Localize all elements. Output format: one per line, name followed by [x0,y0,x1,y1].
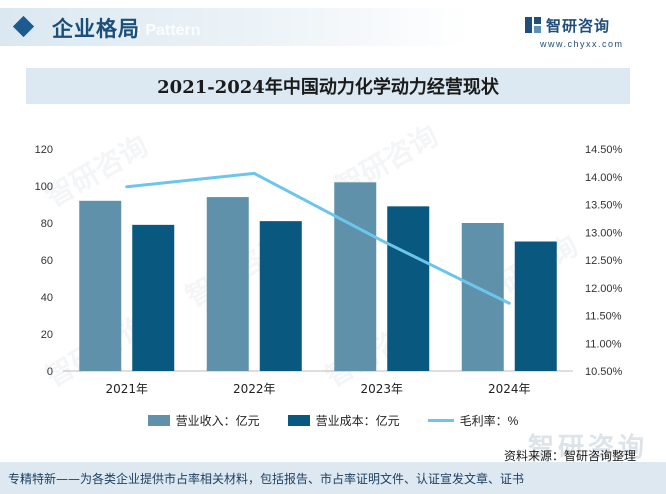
footer-bar: 专精特新——为各类企业提供市占率相关材料，包括报告、市占率证明文件、认证宣发文章… [0,462,666,494]
legend-label: 营业成本：亿元 [315,413,400,428]
y-left-tick-label: 60 [41,255,53,267]
brand-logo-icon [525,17,541,33]
chart-title-band: 2021-2024年中国动力化学动力经营现状 [26,68,630,104]
header-bg-text: e Pattern [132,22,201,39]
legend-swatch [287,414,310,426]
x-tick-label: 2024年 [488,382,531,396]
chart-canvas: 0 20 40 60 80 100 120 10.50% 11.00% 11.50% 12.00% 1… [35,144,623,396]
margin-line [126,171,510,305]
legend-item: 营业成本：亿元 [287,412,400,429]
y-right-tick-label: 12.50% [585,255,623,267]
header-band [0,8,470,46]
page-title: 企业格局 [52,17,140,41]
y-left-tick-label: 80 [41,218,53,230]
cost-bar [259,221,302,371]
x-tick-label: 2023年 [360,382,403,396]
x-tick-label: 2022年 [233,382,276,396]
legend: 营业收入：亿元 营业成本：亿元 毛利率：% [0,410,666,430]
margin-point [125,185,129,189]
legend-swatch [147,414,170,426]
y-right-tick-label: 13.00% [585,227,623,239]
cost-bar [387,206,430,371]
legend-item: 营业收入：亿元 [147,412,260,429]
brand: 智研咨询 www.chyxx.com [524,14,644,52]
revenue-bar [334,182,377,371]
source-note: 资料来源：智研咨询整理 [503,449,636,463]
y-right-tick-label: 14.50% [585,144,623,156]
y-left-tick-label: 100 [35,181,53,193]
y-right-tick-label: 13.50% [585,200,623,212]
margin-point [507,301,511,305]
y-left-tick-label: 120 [35,144,53,156]
revenue-bar [206,197,249,371]
legend-label: 毛利率：% [459,413,519,428]
y-right-tick-label: 11.50% [585,311,622,323]
revenue-bar [79,200,122,371]
footer-watermark: 智研咨询 [527,433,648,463]
legend-swatch [427,418,454,422]
y-right-tick-label: 12.00% [585,283,623,295]
y-right-tick-label: 10.50% [585,366,623,378]
footer-text: 专精特新——为各类企业提供市占率相关材料，包括报告、市占率证明文件、认证宣发文章… [8,472,525,486]
cost-bar [132,224,175,371]
legend-item: 毛利率：% [427,412,519,429]
y-right-tick-label: 14.00% [585,172,623,184]
chart-title: 2021-2024年中国动力化学动力经营现状 [157,77,499,98]
y-right-tick-label: 11.00% [585,338,622,350]
margin-point [380,239,384,243]
x-tick-label: 2021年 [105,382,148,396]
brand-name: 智研咨询 [546,17,611,35]
cost-bar [514,241,557,371]
brand-url: www.chyxx.com [540,39,624,49]
y-left-tick-label: 20 [41,329,53,341]
y-left-tick-label: 0 [47,366,53,378]
margin-point [252,171,256,175]
legend-label: 营业收入：亿元 [175,413,260,428]
y-left-tick-label: 40 [41,292,53,304]
header: e Pattern 企业格局 智研咨询 www.chyxx.com [0,0,666,52]
